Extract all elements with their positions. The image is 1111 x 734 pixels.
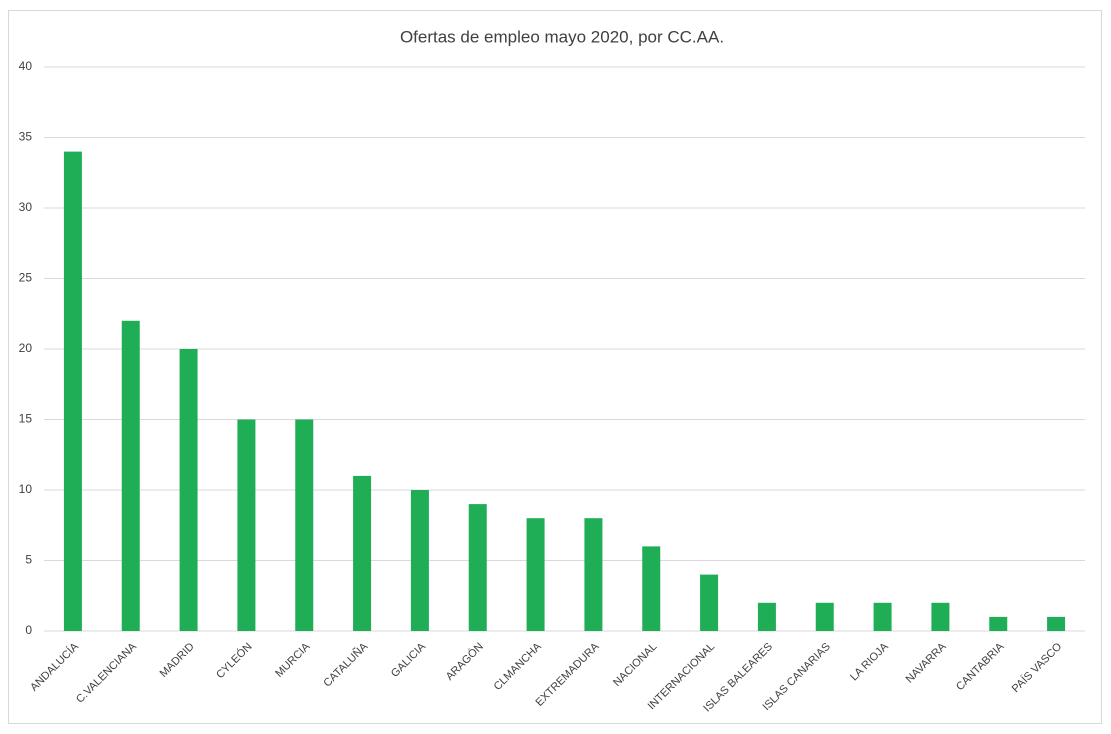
y-tick-label: 25 [19, 271, 33, 285]
bar [526, 518, 545, 631]
bar [353, 475, 372, 631]
y-tick-label: 30 [19, 200, 33, 214]
bar [121, 320, 140, 631]
y-tick-label: 5 [25, 553, 32, 567]
bar [931, 602, 950, 631]
bar [642, 546, 661, 631]
y-tick-label: 20 [19, 341, 33, 355]
bar [584, 518, 603, 631]
bar [63, 151, 82, 631]
y-tick-label: 15 [19, 412, 33, 426]
bar [989, 616, 1008, 631]
bar [757, 602, 776, 631]
chart-title: Ofertas de empleo mayo 2020, por CC.AA. [400, 27, 724, 46]
bar [815, 602, 834, 631]
bar [237, 419, 256, 631]
bar [295, 419, 314, 631]
y-tick-label: 40 [19, 59, 33, 73]
bar [1047, 616, 1066, 631]
bar [700, 574, 719, 631]
bar [179, 349, 198, 631]
y-tick-label: 10 [19, 482, 33, 496]
y-tick-label: 0 [25, 623, 32, 637]
bar [873, 602, 892, 631]
bar [410, 490, 429, 631]
bar [468, 504, 487, 631]
y-tick-label: 35 [19, 130, 33, 144]
